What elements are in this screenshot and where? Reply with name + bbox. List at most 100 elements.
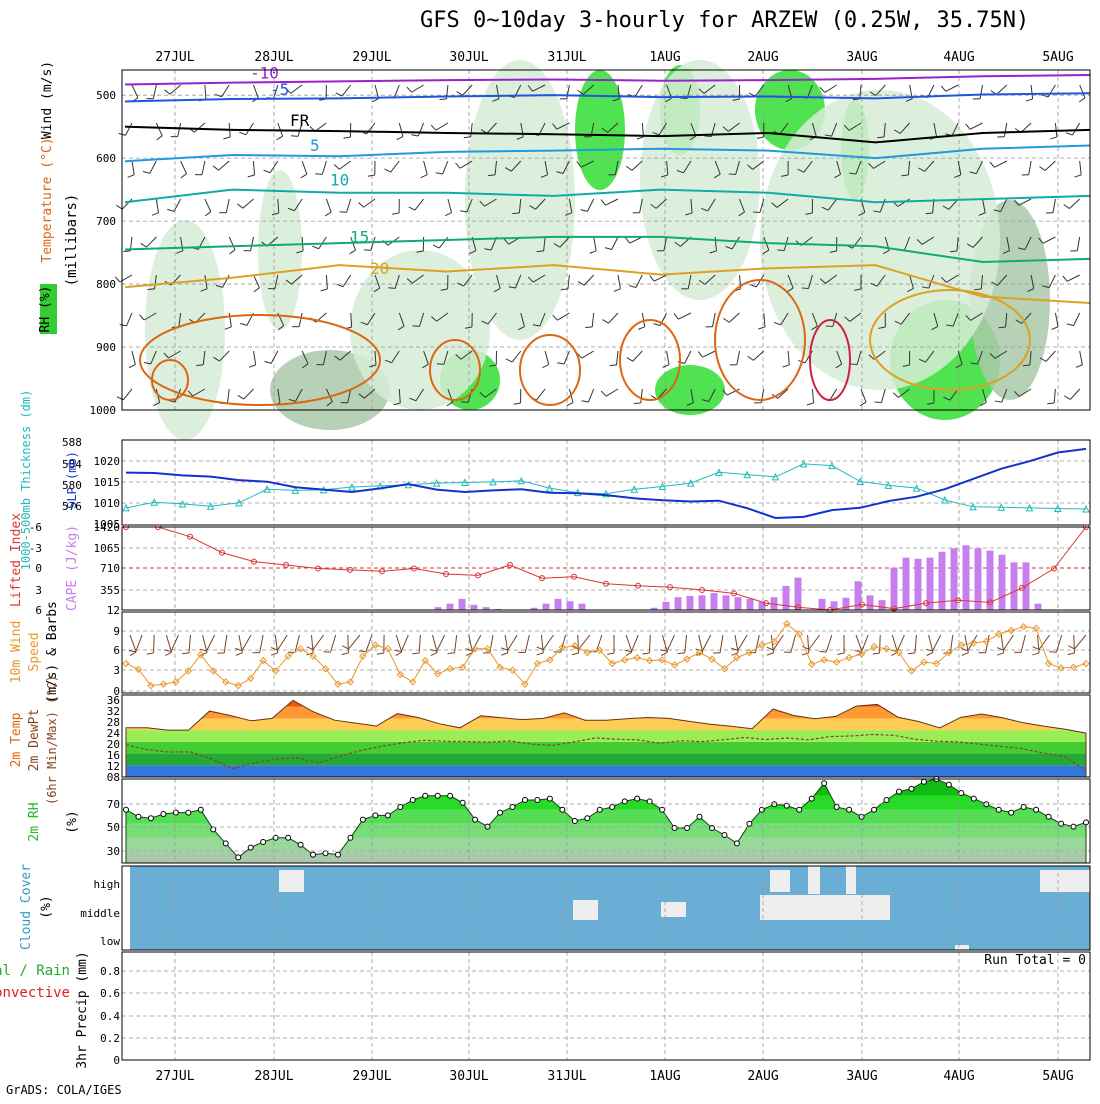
data-point: [672, 826, 677, 831]
rh-legend-label: RH (%): [38, 286, 53, 333]
wind-barb: [592, 313, 593, 327]
data-point: [921, 779, 926, 784]
wind-barb: [156, 199, 158, 213]
wind-barb-flag: [783, 365, 790, 367]
wind-barb-flag: [704, 136, 711, 137]
cape-bar: [735, 597, 742, 610]
wind-barb-flag: [1063, 276, 1067, 281]
wind-barb: [512, 351, 521, 362]
wind-barb: [1043, 237, 1055, 243]
wind-barb-flag: [581, 210, 588, 212]
wind-barb: [809, 635, 820, 649]
data-point: [996, 807, 1001, 812]
rh-area-0: [145, 220, 225, 440]
wind-barb-flag: [364, 250, 371, 251]
wind-barb-flag: [626, 652, 632, 656]
wind-barb-flag: [248, 175, 255, 177]
wind-barb-flag: [437, 364, 444, 365]
wind-barb-flag: [729, 174, 736, 175]
data-point: [647, 799, 652, 804]
wind-barb: [667, 635, 675, 651]
wind-barb-flag: [542, 365, 548, 368]
date-tick-3AUG: 3AUG: [846, 50, 877, 65]
wind-barb-flag: [249, 365, 256, 367]
data-point: [834, 805, 839, 810]
cape-bar: [1035, 604, 1042, 610]
wind-barb: [178, 123, 181, 137]
wind-barb-flag: [1066, 133, 1073, 135]
wind-barb-flag: [1064, 396, 1070, 400]
date-tick-31JUL: 31JUL: [547, 1069, 586, 1084]
wind-barb-flag: [237, 204, 243, 208]
wind-barb: [788, 351, 789, 365]
date-tick-2AUG: 2AUG: [747, 1069, 778, 1084]
isotherm-label-FR: FR: [290, 111, 310, 130]
wind-barb-flag: [167, 209, 174, 211]
precip-v-grid: [175, 952, 1058, 1060]
wind-barb: [371, 237, 375, 250]
wind-barb: [242, 635, 251, 651]
wind-barb-flag: [411, 135, 418, 136]
wind-barb: [415, 199, 424, 210]
wind-barb: [618, 275, 620, 289]
wind-barb-flag: [625, 238, 629, 244]
wind-barb: [1004, 123, 1006, 137]
data-point: [797, 807, 802, 812]
wind-barb: [630, 237, 643, 243]
wind-barb-flag: [129, 365, 135, 368]
wind-barb: [401, 635, 408, 652]
wind-barb-flag: [321, 289, 328, 291]
data-point: [759, 807, 764, 812]
date-tick-4AUG: 4AUG: [943, 50, 974, 65]
data-point: [685, 826, 690, 831]
wind-barb: [737, 351, 740, 365]
ylabel-cloud-unit: (%): [39, 895, 54, 918]
data-point: [173, 810, 178, 815]
wind-barb: [1038, 635, 1040, 653]
tick-label: 3: [35, 584, 42, 597]
data-point: [547, 796, 552, 801]
wind-barb: [205, 85, 206, 99]
wind-barb-flag: [407, 87, 412, 92]
wind-barb-flag: [1049, 652, 1056, 653]
wind-barb-flag: [165, 652, 171, 655]
tick-label: 08: [107, 771, 120, 784]
wind-barb-flag: [457, 92, 463, 96]
wind-barb: [1074, 635, 1075, 653]
tick-label: 700: [96, 215, 116, 228]
wind-barb: [568, 275, 569, 289]
wind-barb: [1080, 85, 1085, 98]
tick-label: 9: [113, 625, 120, 638]
isotherm-label-5: 5: [310, 136, 320, 155]
wind-barb: [130, 635, 136, 652]
wind-barb-flag: [590, 251, 597, 254]
wind-barb: [246, 123, 254, 135]
wind-barb-flag: [625, 650, 632, 651]
wind-barb: [339, 161, 350, 169]
cape-bar: [1011, 562, 1018, 610]
series-1000-500mb Thickness (dm): [123, 461, 1089, 512]
wind-barb: [254, 351, 256, 365]
wind-barb-flag: [995, 401, 1002, 402]
wind-barb-flag: [301, 174, 307, 178]
wind-barb-flag: [537, 653, 544, 655]
wind-barb-flag: [392, 213, 399, 214]
ylabel-wind10-b: Speed: [27, 632, 42, 671]
wind-barb-flag: [128, 175, 135, 177]
wind-barb-flag: [325, 212, 331, 216]
tick-label: 6: [35, 604, 42, 617]
wind-barb: [277, 635, 287, 650]
data-point: [896, 789, 901, 794]
wind-barb-flag: [537, 251, 544, 252]
wind-barb: [545, 351, 549, 365]
ylabel-millibars: (millibars): [64, 194, 80, 287]
tick-label: 0.2: [100, 1032, 120, 1045]
tick-label: 900: [96, 341, 116, 354]
wind-barb: [631, 635, 638, 652]
wind-barb-flag: [1079, 98, 1085, 102]
